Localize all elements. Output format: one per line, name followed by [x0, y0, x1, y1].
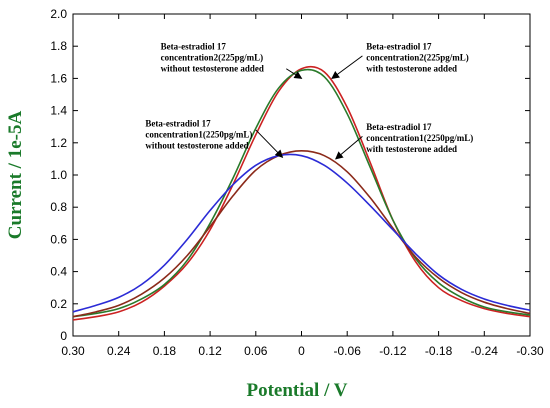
annotation-label-4: Beta-estradiol 17 concentration1(2250pg/m… [366, 122, 473, 154]
x-tick-label: 0 [298, 344, 305, 358]
x-tick-label: 0.30 [61, 344, 85, 358]
x-tick-label: -0.12 [379, 344, 407, 358]
annotation-label-1: Beta-estradiol 17 concentration2(225pg/mL… [161, 41, 264, 73]
x-tick-label: 0.12 [198, 344, 222, 358]
x-tick-label: -0.30 [516, 344, 544, 358]
x-tick-label: 0.24 [107, 344, 131, 358]
y-tick-label: 1.0 [50, 168, 67, 182]
x-tick-label: 0.06 [244, 344, 268, 358]
annotation-arrow-1 [285, 68, 303, 79]
series-group [72, 65, 531, 321]
x-axis-title: Potential / V [247, 380, 348, 401]
annotation-label-2: Beta-estradiol 17 concentration2(225pg/mL… [366, 41, 469, 73]
series-line-4 [72, 153, 531, 313]
y-tick-label: 1.4 [50, 104, 67, 118]
y-axis-title: Current / 1e-5A [5, 111, 26, 240]
series-line-1 [72, 65, 531, 321]
series-line-3 [72, 150, 531, 318]
y-tick-label: 0.4 [50, 265, 67, 279]
annotation-arrow-4 [335, 135, 363, 160]
x-tick-label: -0.24 [471, 344, 499, 358]
y-tick-label: 1.8 [50, 39, 67, 53]
annotation-arrow-2 [331, 55, 363, 79]
series-line-2 [72, 68, 531, 318]
y-tick-label: 0 [60, 329, 67, 343]
x-tick-label: 0.18 [153, 344, 177, 358]
y-tick-label: 2.0 [50, 7, 67, 21]
y-tick-label: 0.2 [50, 297, 67, 311]
annotation-group: Beta-estradiol 17 concentration2(225pg/mL… [145, 41, 473, 160]
axes-group: 0.30 0.24 0.18 0.12 0.06 0 -0.06 -0.12 -0.18 -0.2… [50, 7, 544, 358]
y-tick-label: 1.2 [50, 136, 67, 150]
x-tick-label: -0.18 [425, 344, 453, 358]
y-tick-label: 0.6 [50, 232, 67, 246]
y-tick-label: 1.6 [50, 71, 67, 85]
annotation-arrow-3 [255, 129, 284, 159]
annotation-label-3: Beta-estradiol 17 concentration1(2250pg/m… [145, 119, 252, 151]
y-tick-label: 0.8 [50, 200, 67, 214]
x-tick-label: -0.06 [334, 344, 362, 358]
